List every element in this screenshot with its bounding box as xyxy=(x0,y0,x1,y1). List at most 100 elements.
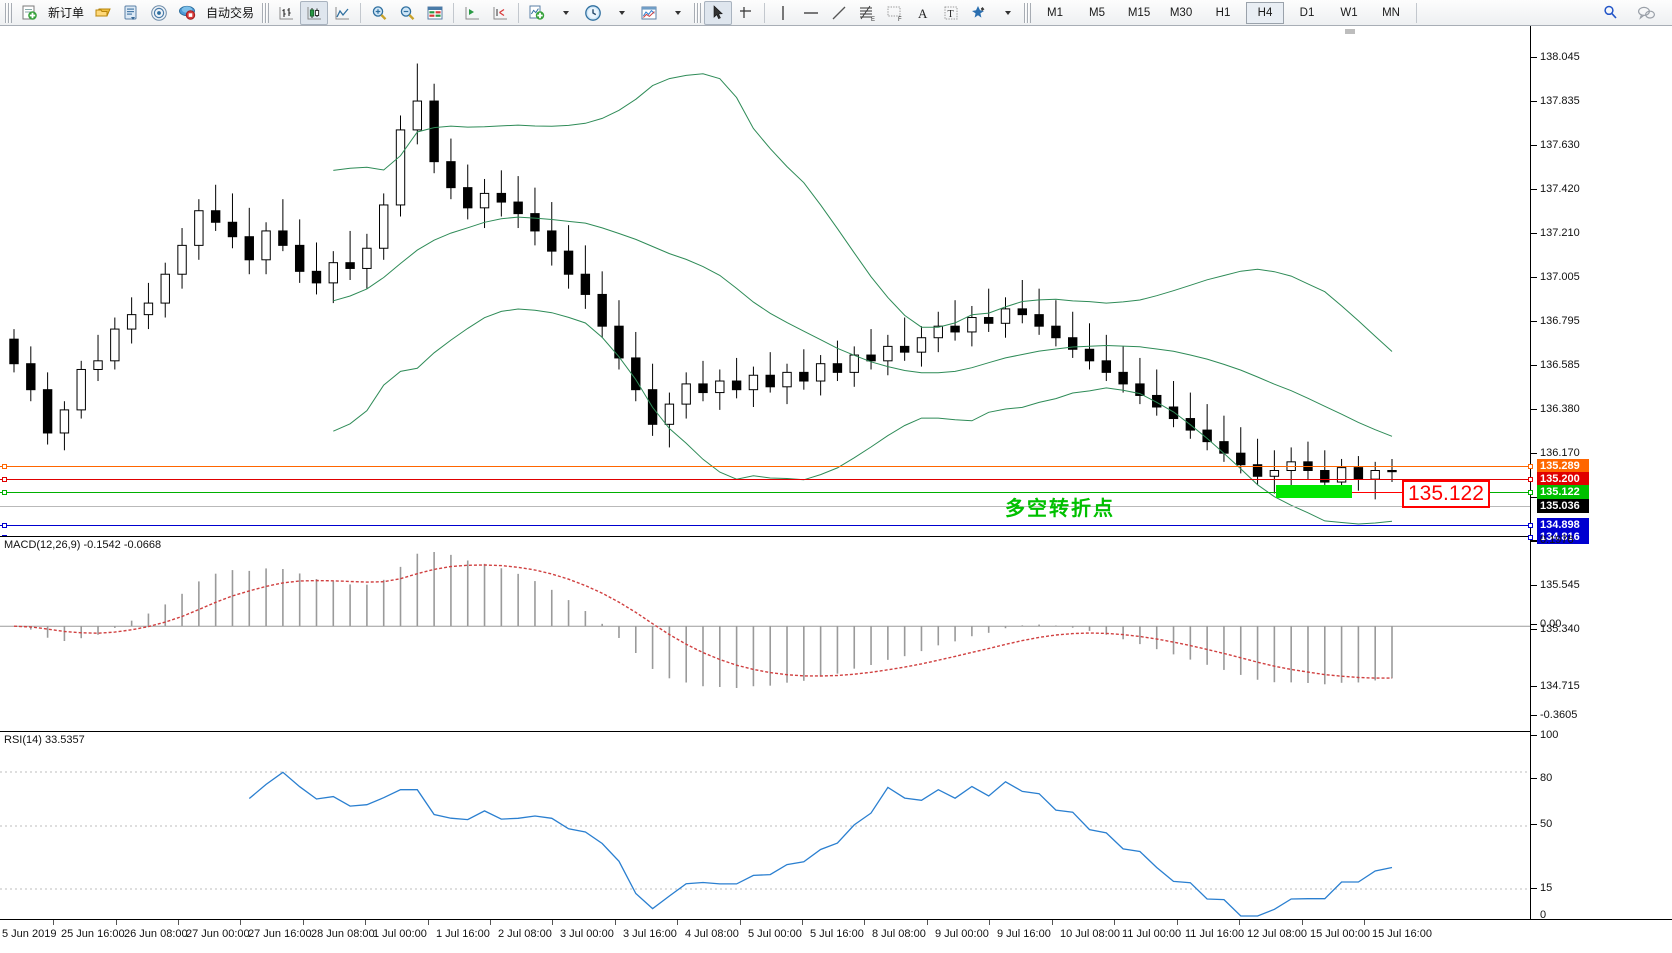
chart-scroll-handle[interactable] xyxy=(1345,29,1355,34)
rsi-pane[interactable]: RSI(14) 33.5357 xyxy=(0,731,1530,919)
price-scale[interactable]: 138.045 137.835 137.630 137.420 137.210 137.0… xyxy=(1528,26,1672,921)
chart-shift-icon[interactable] xyxy=(486,1,514,25)
timeframe-mn[interactable]: MN xyxy=(1382,6,1400,19)
timeframe-d1[interactable]: D1 xyxy=(1299,6,1315,19)
zoom-in-icon[interactable] xyxy=(365,1,393,25)
time-tick-label: 11 Jul 16:00 xyxy=(1185,928,1245,940)
price-box-135122[interactable]: 135.122 xyxy=(1537,485,1589,499)
time-separator xyxy=(365,920,366,925)
bar-chart-icon[interactable] xyxy=(272,1,300,25)
market-watch-icon[interactable] xyxy=(145,1,173,25)
order-line-blue-1[interactable] xyxy=(0,525,1530,526)
price-tick-label: 137.630 xyxy=(1540,139,1580,151)
vertical-line-icon[interactable] xyxy=(769,1,797,25)
time-scale[interactable]: 5 Jun 2019 25 Jun 16:00 26 Jun 08:00 27 Jun… xyxy=(0,919,1672,953)
chevron-down-icon-indicators[interactable] xyxy=(551,1,579,25)
toolbar-grip-4[interactable] xyxy=(1024,2,1032,23)
text-label-icon[interactable]: F xyxy=(881,1,909,25)
candlestick-chart-icon[interactable] xyxy=(300,0,329,25)
order-line-green[interactable] xyxy=(0,492,1530,493)
time-tick-label: 10 Jul 08:00 xyxy=(1060,928,1120,940)
textbox-icon[interactable]: T xyxy=(937,1,965,25)
cursor-icon[interactable] xyxy=(704,0,733,25)
toolbar-grip[interactable] xyxy=(5,2,12,23)
chart-area[interactable]: GBPJPY-,H4 135.062 135.063 135.009 135.0… xyxy=(0,26,1672,953)
order-anchor-orange[interactable] xyxy=(2,464,7,469)
horizontal-line-icon[interactable] xyxy=(797,1,825,25)
rsi-axis-15: 15 xyxy=(1540,882,1553,894)
fibonacci-icon[interactable]: E xyxy=(853,1,881,25)
macd-layer xyxy=(0,552,1530,689)
chevron-down-icon-shapes[interactable] xyxy=(993,1,1021,25)
order-anchor-green[interactable] xyxy=(2,490,7,495)
timeframe-m5[interactable]: M5 xyxy=(1089,6,1106,19)
scale-anchor-red[interactable] xyxy=(1528,477,1533,482)
price-tick xyxy=(1531,409,1537,410)
line-chart-icon[interactable] xyxy=(328,1,356,25)
macd-tick-bottom xyxy=(1531,715,1537,716)
highlight-rectangle[interactable] xyxy=(1276,485,1352,498)
bid-price-line xyxy=(0,506,1530,507)
period-icon[interactable] xyxy=(579,1,607,25)
time-tick-label: 9 Jul 00:00 xyxy=(935,928,989,940)
scale-anchor-orange[interactable] xyxy=(1528,464,1533,469)
time-tick-label: 5 Jul 16:00 xyxy=(810,928,864,940)
folder-icon[interactable] xyxy=(89,1,117,25)
chevron-down-icon-period[interactable] xyxy=(607,1,635,25)
timeframe-m15[interactable]: M15 xyxy=(1127,6,1151,19)
price-tick-label: 136.380 xyxy=(1540,403,1580,415)
time-tick-label: 9 Jul 16:00 xyxy=(997,928,1051,940)
price-tick xyxy=(1531,277,1537,278)
chat-icon[interactable] xyxy=(1632,1,1660,25)
new-order-icon[interactable] xyxy=(15,1,43,25)
timeframe-m30[interactable]: M30 xyxy=(1169,6,1193,19)
data-window-icon[interactable] xyxy=(421,1,449,25)
price-tick-label: 134.715 xyxy=(1540,680,1580,692)
time-separator xyxy=(927,920,928,925)
price-box-135200[interactable]: 135.200 xyxy=(1537,472,1589,486)
autotrade-label[interactable]: 自动交易 xyxy=(206,6,255,20)
scale-anchor-green[interactable] xyxy=(1528,490,1533,495)
price-box-134898[interactable]: 134.898 xyxy=(1537,518,1589,532)
zoom-out-icon[interactable] xyxy=(393,1,421,25)
time-separator xyxy=(1239,920,1240,925)
price-label-tag[interactable]: 135.122 xyxy=(1402,480,1490,508)
chart-annotation-text[interactable]: 多空转折点 xyxy=(1005,496,1115,520)
macd-pane[interactable]: MACD(12,26,9) -0.1542 -0.0668 xyxy=(0,536,1530,731)
time-tick-label: 8 Jul 08:00 xyxy=(872,928,926,940)
toolbar-grip-3[interactable] xyxy=(694,2,702,23)
price-tick-label: 137.420 xyxy=(1540,183,1580,195)
price-tick xyxy=(1531,541,1537,542)
indicators-icon[interactable] xyxy=(523,1,551,25)
crosshair-icon[interactable] xyxy=(732,1,760,25)
order-anchor-red[interactable] xyxy=(2,477,7,482)
timeframe-h1[interactable]: H1 xyxy=(1215,6,1231,19)
search-icon[interactable] xyxy=(1596,1,1624,25)
templates-icon[interactable] xyxy=(635,1,663,25)
text-icon[interactable]: A xyxy=(909,1,937,25)
auto-scroll-icon[interactable] xyxy=(458,1,486,25)
timeframe-w1[interactable]: W1 xyxy=(1340,6,1358,19)
price-pane[interactable]: 多空转折点 135.122 xyxy=(0,26,1530,540)
order-line-red[interactable] xyxy=(0,479,1530,480)
time-tick-label: 25 Jun 16:00 xyxy=(61,928,125,940)
scale-anchor-blue-2[interactable] xyxy=(1528,535,1533,540)
price-box-134816[interactable]: 134.816 xyxy=(1537,530,1589,544)
order-anchor-blue-1[interactable] xyxy=(2,523,7,528)
macd-tick-top xyxy=(1531,540,1537,541)
timeframe-h4[interactable]: H4 xyxy=(1246,1,1285,24)
price-box-135289[interactable]: 135.289 xyxy=(1537,459,1589,473)
price-box-bid[interactable]: 135.036 xyxy=(1537,499,1589,513)
trendline-icon[interactable] xyxy=(825,1,853,25)
chevron-down-icon-templates[interactable] xyxy=(663,1,691,25)
timeframe-m1[interactable]: M1 xyxy=(1047,6,1064,19)
new-order-label[interactable]: 新订单 xyxy=(48,6,85,20)
autotrade-icon[interactable] xyxy=(173,1,201,25)
profiles-icon[interactable] xyxy=(117,1,145,25)
shapes-icon[interactable] xyxy=(965,1,993,25)
order-line-orange[interactable] xyxy=(0,466,1530,467)
scale-anchor-blue-1[interactable] xyxy=(1528,523,1533,528)
toolbar-grip-2[interactable] xyxy=(262,2,270,23)
time-separator xyxy=(1177,920,1178,925)
price-candles-layer xyxy=(9,63,1397,525)
